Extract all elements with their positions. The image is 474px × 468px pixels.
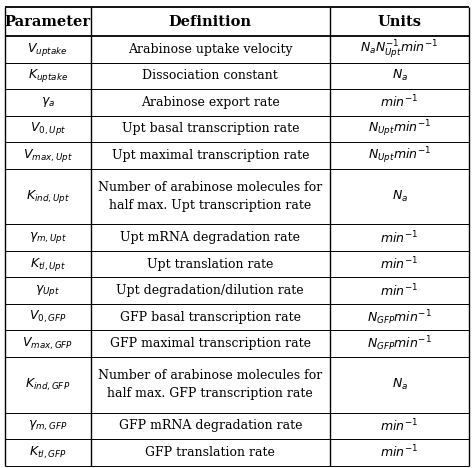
Text: Upt translation rate: Upt translation rate [147,258,273,271]
Text: GFP maximal transcription rate: GFP maximal transcription rate [110,337,311,350]
Text: Arabinose uptake velocity: Arabinose uptake velocity [128,43,292,56]
Text: $\gamma_a$: $\gamma_a$ [41,95,55,110]
Text: $K_{ind,Upt}$: $K_{ind,Upt}$ [26,188,70,205]
Text: $\gamma_{m,Upt}$: $\gamma_{m,Upt}$ [28,230,67,245]
Text: half max. GFP transcription rate: half max. GFP transcription rate [108,387,313,400]
Text: Definition: Definition [169,15,252,29]
Text: $\gamma_{Upt}$: $\gamma_{Upt}$ [35,283,60,298]
Text: Arabinose export rate: Arabinose export rate [141,96,280,109]
Text: GFP basal transcription rate: GFP basal transcription rate [120,311,301,324]
Text: $N_a$: $N_a$ [392,189,408,204]
Text: Upt mRNA degradation rate: Upt mRNA degradation rate [120,231,301,244]
Text: $min^{-1}$: $min^{-1}$ [381,444,419,461]
Text: Upt basal transcription rate: Upt basal transcription rate [121,123,299,135]
Text: $K_{tl,GFP}$: $K_{tl,GFP}$ [29,444,66,461]
Text: $V_{uptake}$: $V_{uptake}$ [27,41,68,58]
Text: $min^{-1}$: $min^{-1}$ [381,229,419,246]
Text: $min^{-1}$: $min^{-1}$ [381,282,419,299]
Text: $N_{GFP}min^{-1}$: $N_{GFP}min^{-1}$ [367,308,432,327]
Text: Number of arabinose molecules for: Number of arabinose molecules for [98,181,322,194]
Text: $min^{-1}$: $min^{-1}$ [381,417,419,434]
Text: $N_a$: $N_a$ [392,68,408,83]
Text: Units: Units [378,15,421,29]
Text: $min^{-1}$: $min^{-1}$ [381,94,419,111]
Text: $\gamma_{m,GFP}$: $\gamma_{m,GFP}$ [28,419,67,433]
Text: Upt maximal transcription rate: Upt maximal transcription rate [111,149,309,162]
Text: $K_{ind,GFP}$: $K_{ind,GFP}$ [25,377,70,393]
Text: $N_aN_{Upt}^{-1}min^{-1}$: $N_aN_{Upt}^{-1}min^{-1}$ [360,38,439,60]
Text: $N_{GFP}min^{-1}$: $N_{GFP}min^{-1}$ [367,334,432,353]
Text: $min^{-1}$: $min^{-1}$ [381,256,419,272]
Text: $V_{0,GFP}$: $V_{0,GFP}$ [29,309,66,325]
Text: GFP translation rate: GFP translation rate [146,446,275,459]
Text: GFP mRNA degradation rate: GFP mRNA degradation rate [118,419,302,432]
Text: Parameter: Parameter [5,15,91,29]
Text: $V_{max,Upt}$: $V_{max,Upt}$ [23,147,73,164]
Text: Dissociation constant: Dissociation constant [142,69,278,82]
Text: $N_a$: $N_a$ [392,377,408,392]
Text: $K_{uptake}$: $K_{uptake}$ [27,67,68,84]
Text: Number of arabinose molecules for: Number of arabinose molecules for [98,369,322,382]
Text: $V_{max,GFP}$: $V_{max,GFP}$ [22,336,73,352]
Text: $N_{Upt}min^{-1}$: $N_{Upt}min^{-1}$ [368,145,431,166]
Text: half max. Upt transcription rate: half max. Upt transcription rate [109,199,311,212]
Text: $V_{0,Upt}$: $V_{0,Upt}$ [29,120,66,138]
Text: $K_{tl,Upt}$: $K_{tl,Upt}$ [29,256,66,273]
Text: $N_{Upt}min^{-1}$: $N_{Upt}min^{-1}$ [368,119,431,139]
Text: Upt degradation/dilution rate: Upt degradation/dilution rate [117,284,304,297]
